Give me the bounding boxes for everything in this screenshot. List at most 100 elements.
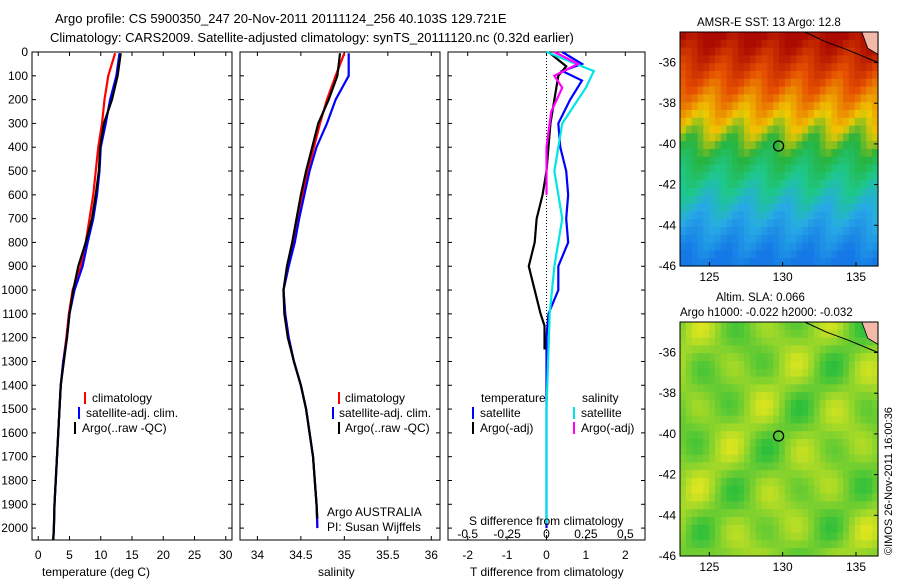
map-cell [767, 55, 774, 64]
map-cell [761, 110, 768, 119]
map-cell [720, 470, 728, 479]
map-cell [732, 258, 739, 267]
map-cell [767, 524, 774, 534]
map-cell [738, 219, 745, 228]
map-cell [703, 415, 710, 424]
map-cell [854, 149, 862, 158]
map-cell [825, 501, 833, 510]
map-cell [685, 86, 693, 95]
map-cell [744, 39, 751, 49]
map-cell [709, 392, 716, 401]
map-cell [802, 94, 809, 103]
map-cell [726, 227, 734, 236]
map-cell [709, 102, 716, 111]
map-cell [773, 470, 780, 479]
map-cell [843, 548, 850, 557]
map-cell [755, 337, 763, 346]
map-frame [679, 321, 879, 557]
map-cell [872, 55, 879, 64]
map-cell [854, 540, 862, 549]
map-cell [685, 78, 693, 88]
map-cell [680, 32, 687, 41]
map-cell [784, 94, 792, 103]
map-cell [872, 509, 879, 518]
map-cell [843, 337, 850, 346]
y-tick-label: 600 [8, 188, 28, 202]
map-cell [819, 47, 827, 56]
map-cell [749, 337, 757, 346]
map-cell [732, 39, 739, 49]
map-cell [749, 117, 757, 127]
x-tick-label: 25 [188, 548, 202, 562]
map-cell [808, 117, 815, 127]
map-cell [825, 392, 833, 401]
map-cell [813, 211, 821, 220]
map-cell [831, 172, 838, 181]
map-cell [732, 227, 739, 236]
series-line-satellite-adj-clim- [282, 53, 350, 529]
map-cell [848, 71, 856, 80]
map-cell [680, 470, 687, 479]
difference-panel: -2 -1 0 1 2-0.5 -0.25 0 0.25 0.5 [447, 50, 646, 562]
x-tick-label: 10 [94, 548, 108, 562]
map-cell [802, 71, 809, 80]
map-cell [796, 407, 803, 417]
map-cell [802, 133, 809, 142]
map-cell [837, 47, 844, 56]
map-cell [773, 400, 780, 409]
map-cell [854, 392, 862, 401]
map-cell [866, 345, 873, 354]
map-cell [813, 470, 821, 479]
map-cell [732, 94, 739, 103]
map-cell [808, 493, 815, 502]
map-cell [749, 172, 757, 181]
map-cell [790, 446, 798, 456]
y-tick-label: 900 [8, 259, 28, 273]
map-cell [796, 384, 803, 393]
map-cell [819, 32, 827, 41]
map-cell [744, 454, 751, 463]
legend-label: Argo(..raw -QC) [82, 421, 167, 435]
map-cell [726, 125, 734, 134]
map-cell [755, 431, 763, 440]
map-cell [773, 102, 780, 111]
map-cell [680, 102, 687, 111]
map-cell [703, 78, 710, 88]
map-cell [685, 322, 693, 331]
map-cell [703, 524, 710, 534]
map-cell [685, 133, 693, 142]
map-cell [848, 322, 856, 331]
map-cell [831, 117, 838, 127]
map-cell [825, 133, 833, 142]
map-cell [738, 258, 745, 267]
map-cell [709, 493, 716, 502]
map-cell [831, 141, 838, 150]
map-cell [808, 195, 815, 205]
map-cell [767, 156, 774, 166]
map-cell [860, 125, 867, 134]
map-cell [819, 94, 827, 103]
map-cell [703, 400, 710, 409]
map-cell [714, 242, 722, 251]
map-cells [680, 322, 879, 557]
map-cell [866, 524, 873, 534]
map-cell [819, 250, 827, 259]
map-cell [685, 250, 693, 259]
map-cell [813, 156, 821, 166]
map-cell [744, 446, 751, 456]
map-cell [755, 415, 763, 424]
map-cell [697, 188, 704, 197]
map-cell [790, 337, 798, 346]
map-cell [755, 71, 763, 80]
map-cell [837, 156, 844, 166]
map-cell [796, 501, 803, 510]
map-cell [831, 462, 838, 471]
map-cell [860, 384, 867, 393]
map-cell [802, 485, 809, 495]
map-cell [749, 180, 757, 189]
map-cell [848, 227, 856, 236]
map-cell [848, 423, 856, 432]
map-cell [773, 219, 780, 228]
map-cell [714, 322, 722, 331]
map-cell [732, 470, 739, 479]
